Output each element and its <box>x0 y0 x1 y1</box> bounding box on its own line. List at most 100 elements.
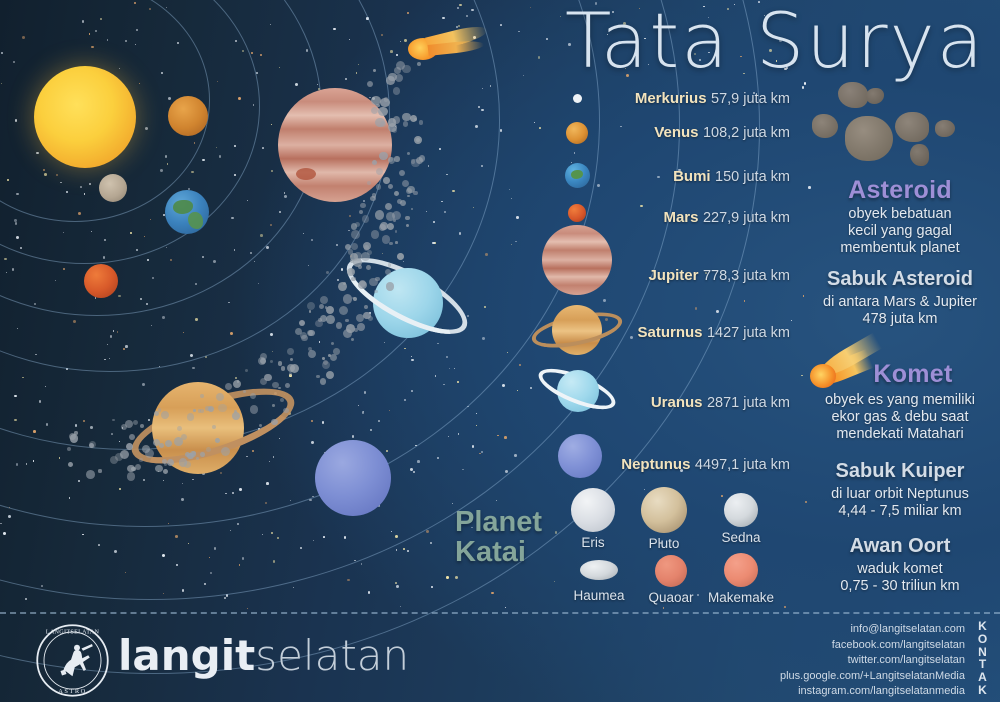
brand-wordmark: langitselatan <box>118 631 409 680</box>
awan-oort-desc-line: waduk komet <box>857 561 943 577</box>
star <box>505 607 507 608</box>
dwarf-planet-label: Sedna <box>721 530 761 545</box>
planet-row: Mars 227,9 juta km <box>520 209 790 227</box>
planet-distance: 2871 juta km <box>706 395 790 411</box>
contact-instagram[interactable]: instagram.com/langitselatanmedia <box>798 685 965 698</box>
star <box>491 591 494 595</box>
dwarf-planet-label: Makemake <box>707 590 775 605</box>
dwarf-planet-label: Eris <box>581 535 605 550</box>
dwarf-planet-quaoar: Quaoar <box>640 555 702 605</box>
sabuk-asteroid-desc-line: 478 juta km <box>862 311 938 327</box>
star <box>743 300 746 303</box>
uranus-body <box>373 268 443 338</box>
asteroid-cluster-art <box>800 82 1000 176</box>
sabuk-asteroid-heading: Sabuk Asteroid <box>827 268 973 290</box>
jupiter-great-red-spot <box>296 168 316 180</box>
contact-googleplus[interactable]: plus.google.com/+LangitselatanMedia <box>780 669 965 682</box>
haumea-body <box>580 560 618 580</box>
dwarf-planet-label: Haumea <box>573 588 625 603</box>
sedna-body <box>724 493 758 527</box>
planet-row: Merkurius 57,9 juta km <box>520 90 790 108</box>
contact-facebook[interactable]: facebook.com/langitselatan <box>831 638 965 651</box>
saturnus-icon <box>552 305 602 355</box>
planet-name: Saturnus <box>637 324 703 341</box>
neptunus-icon <box>558 434 602 478</box>
planet-name: Merkurius <box>634 90 707 107</box>
star <box>763 15 765 17</box>
dwarf-planet-haumea: Haumea <box>568 560 630 603</box>
star <box>758 1 760 3</box>
asteroid-desc-line: membentuk planet <box>840 240 960 256</box>
planet-row: Saturnus 1427 juta km <box>520 324 791 342</box>
star <box>696 593 699 596</box>
star <box>783 605 787 609</box>
planet-row: Venus 108,2 juta km <box>520 124 790 142</box>
planet-name: Jupiter <box>648 267 699 284</box>
star <box>808 186 811 189</box>
star <box>679 468 683 472</box>
uranus-icon <box>557 370 599 412</box>
contact-list: info@langitselatan.com facebook.com/lang… <box>780 622 965 700</box>
comet-icon <box>808 332 920 392</box>
page-title: Tata Surya <box>565 0 986 85</box>
mars-icon <box>568 204 586 222</box>
earth-landmass <box>173 200 193 214</box>
sun <box>34 66 136 168</box>
planet-row: Uranus 2871 juta km <box>520 394 790 412</box>
planet-distance: 778,3 juta km <box>702 268 790 284</box>
planet-name: Venus <box>654 124 699 141</box>
contact-email[interactable]: info@langitselatan.com <box>850 623 965 635</box>
mercury-body <box>99 174 127 202</box>
star <box>803 81 807 85</box>
mars-body <box>84 264 118 298</box>
pluto-body <box>641 487 687 533</box>
comet-art <box>408 22 489 64</box>
logo-text-bottom: ASTRO <box>58 688 87 695</box>
katai-title-line-1: Planet <box>455 506 543 538</box>
venus-icon <box>566 122 588 144</box>
eris-body <box>571 488 615 532</box>
planet-distance: 1427 juta km <box>706 325 790 341</box>
star <box>801 374 803 376</box>
bumi-landmass <box>571 170 583 179</box>
star <box>776 176 778 178</box>
jupiter-icon <box>542 225 612 295</box>
star <box>721 495 723 497</box>
brand-light-part: selatan <box>255 631 410 680</box>
earth-landmass <box>188 212 203 229</box>
star <box>805 500 808 503</box>
star <box>784 67 787 71</box>
star <box>802 295 805 297</box>
star <box>662 607 665 610</box>
planet-name: Bumi <box>673 168 711 185</box>
neptune-body <box>315 440 391 516</box>
planet-name: Uranus <box>650 394 703 411</box>
jupiter-body <box>278 88 392 202</box>
dwarf-planet-makemake: Makemake <box>706 553 776 605</box>
planet-name: Mars <box>663 209 699 226</box>
langitselatan-logo: LANGITSELATAN ASTRO <box>35 623 110 698</box>
planet-distance: 57,9 juta km <box>711 91 790 107</box>
planet-name: Neptunus <box>621 456 691 473</box>
komet-heading: Komet <box>873 360 953 388</box>
dwarf-planet-eris: Eris <box>562 488 624 550</box>
brand-bold-part: langit <box>118 631 256 680</box>
asteroid-desc-line: kecil yang gagal <box>848 223 952 239</box>
planet-distance: 108,2 juta km <box>702 125 790 141</box>
dwarf-planet-label: Quaoar <box>648 590 694 605</box>
komet-desc-line: mendekati Matahari <box>836 426 964 442</box>
planet-distance: 4497,1 juta km <box>694 457 790 473</box>
dwarf-planet-pluto: Pluto <box>633 487 695 551</box>
planet-katai-title: Planet Katai <box>455 506 543 567</box>
star <box>554 581 556 583</box>
star <box>801 86 804 89</box>
planet-distance: 227,9 juta km <box>702 210 790 226</box>
star <box>785 67 788 70</box>
star <box>775 60 778 62</box>
dwarf-planet-sedna: Sedna <box>710 493 772 545</box>
footer-divider <box>0 612 1000 614</box>
sabuk-kuiper-desc-line: di luar orbit Neptunus <box>831 486 969 502</box>
logo-text-top: LANGITSELATAN <box>46 630 100 636</box>
contact-twitter[interactable]: twitter.com/langitselatan <box>847 654 965 667</box>
